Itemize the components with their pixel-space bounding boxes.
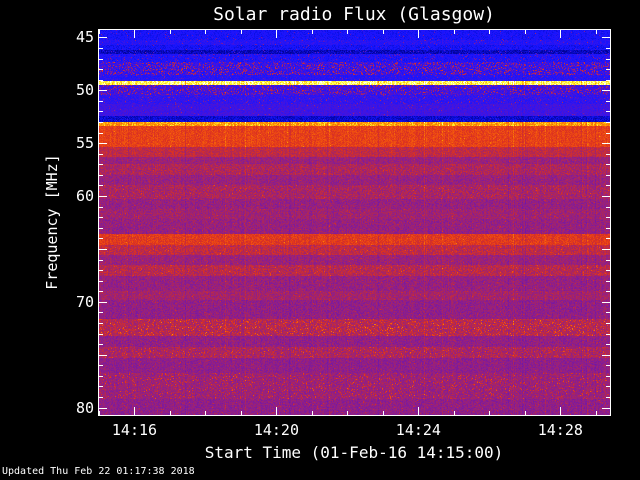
y-tick-label: 45 [75, 28, 94, 47]
y-tick-label: 55 [75, 134, 94, 153]
y-axis-label: Frequency [MHz] [43, 154, 61, 290]
y-tick-label: 60 [75, 187, 94, 206]
updated-timestamp: Updated Thu Feb 22 01:17:38 2018 [2, 466, 195, 477]
x-tick-label: 14:20 [253, 421, 299, 439]
y-tick-label: 50 [75, 81, 94, 100]
x-tick-label: 14:16 [111, 421, 158, 439]
y-tick-label: 70 [75, 292, 94, 311]
chart-title: Solar radio Flux (Glasgow) [213, 4, 495, 25]
x-axis-label: Start Time (01-Feb-16 14:15:00) [204, 443, 504, 462]
x-tick-label: 14:28 [537, 421, 583, 439]
spectrogram-canvas [99, 30, 610, 415]
y-tick-label: 80 [75, 398, 94, 417]
x-tick-label: 14:24 [395, 421, 441, 439]
